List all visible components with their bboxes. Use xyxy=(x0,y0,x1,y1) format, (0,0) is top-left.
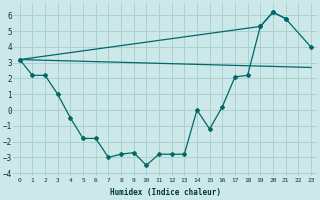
X-axis label: Humidex (Indice chaleur): Humidex (Indice chaleur) xyxy=(110,188,221,197)
